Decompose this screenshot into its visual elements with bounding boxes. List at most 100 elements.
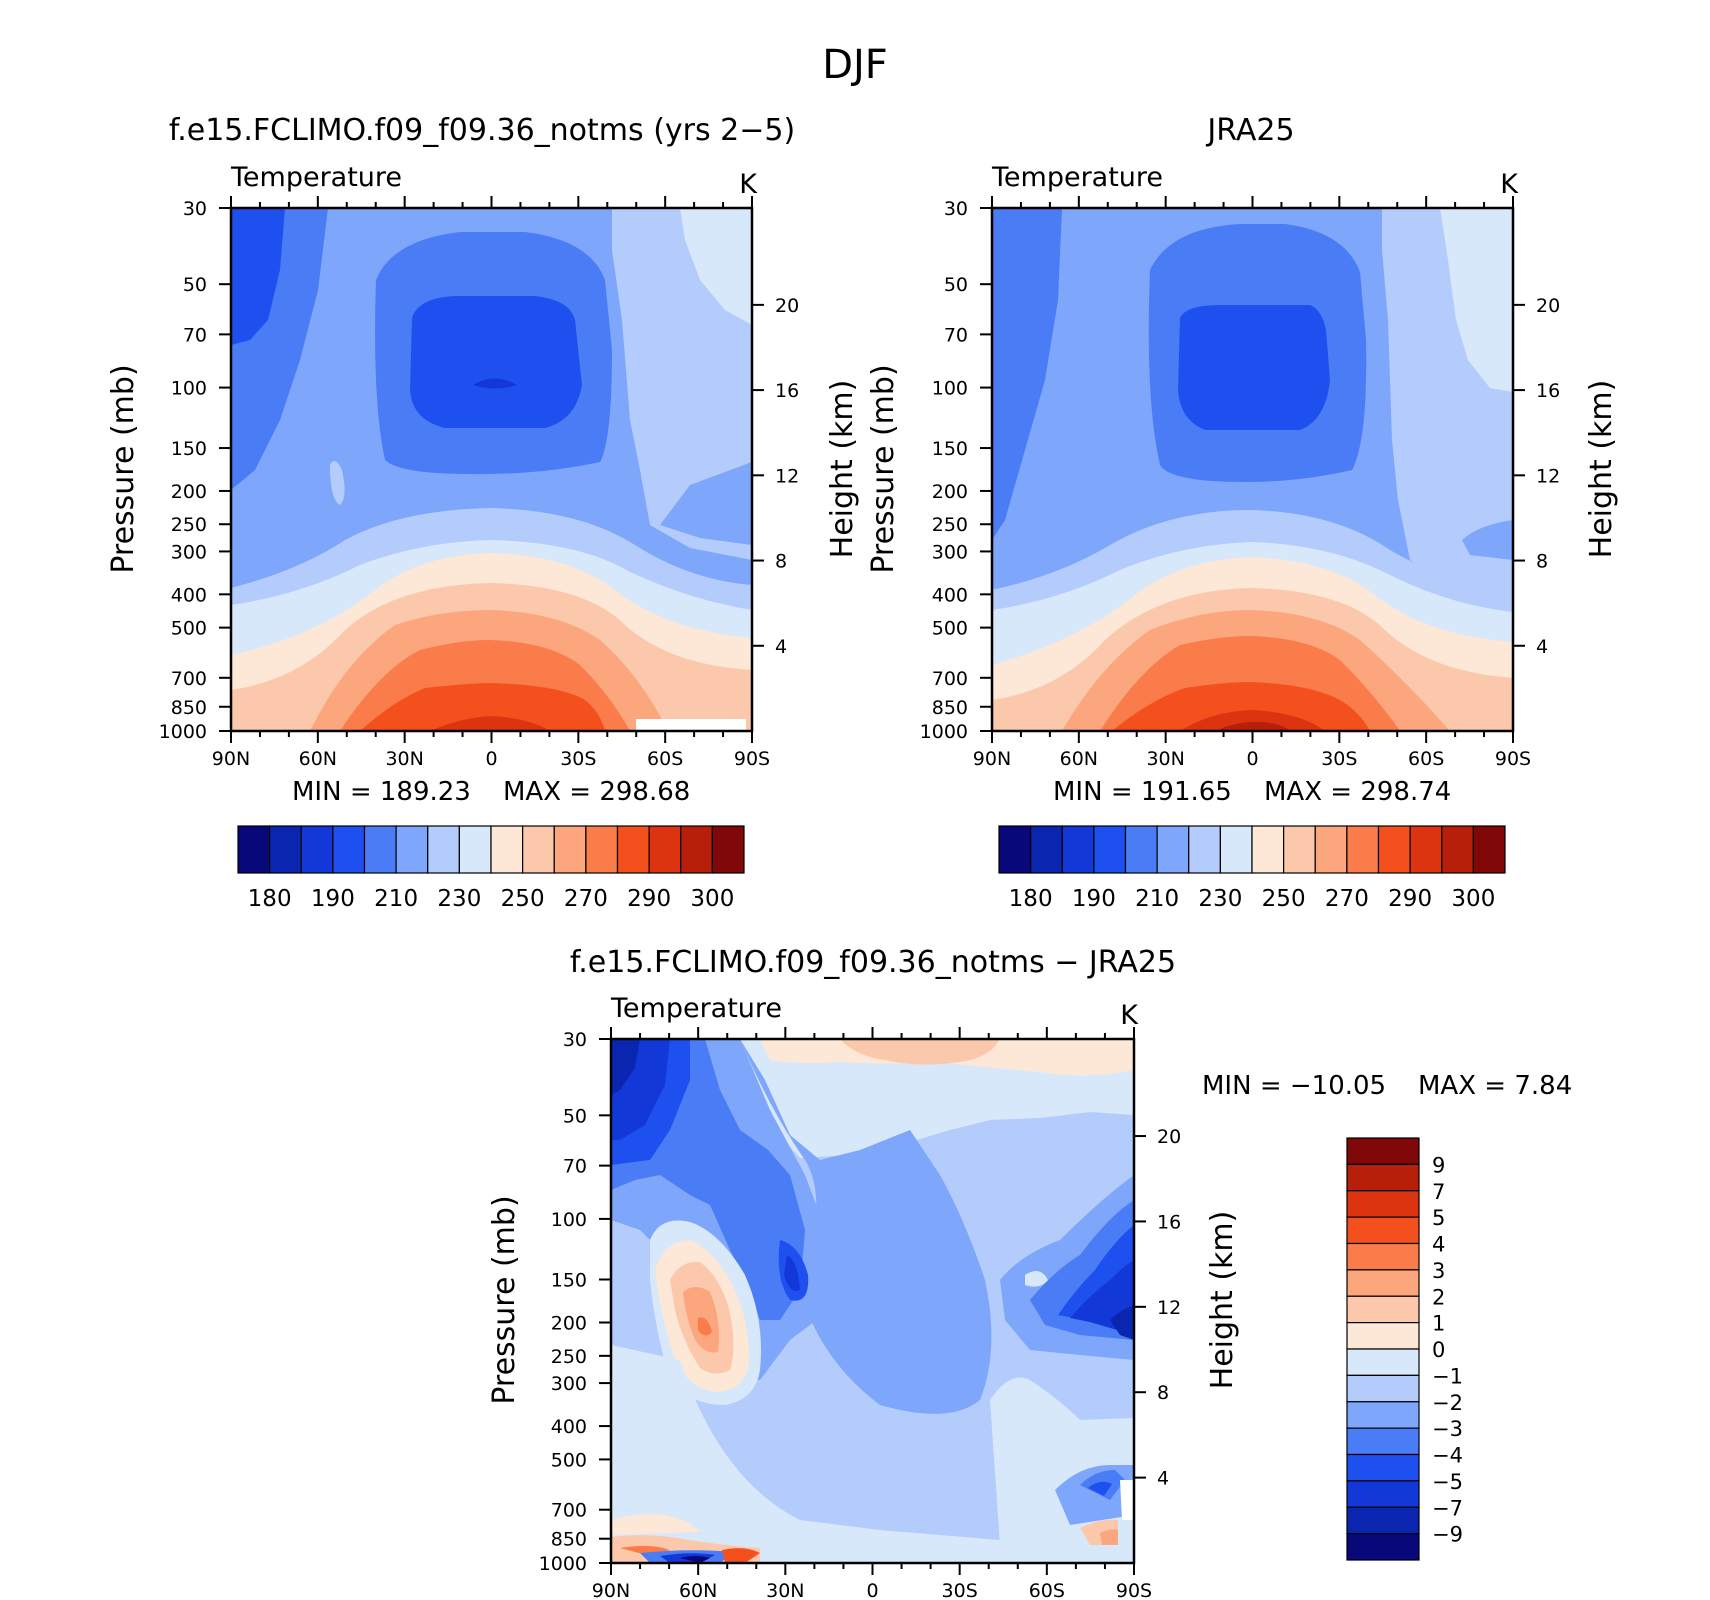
y-tick-label: 500 — [171, 618, 207, 640]
panel-2-subtitle-right: K — [1500, 169, 1519, 200]
y-tick-label: 1000 — [159, 721, 207, 743]
colorbar-label: 180 — [1009, 886, 1053, 912]
y-right-tick-label: 16 — [775, 380, 799, 402]
x-tick-label: 60S — [1408, 748, 1444, 770]
y-tick-label: 1000 — [539, 1553, 587, 1575]
colorbar-label: 180 — [248, 886, 292, 912]
colorbar-swatch — [1346, 1242, 1420, 1271]
colorbar-swatch — [998, 825, 1032, 874]
colorbar-label: 290 — [1388, 886, 1432, 912]
colorbar-label: 230 — [437, 886, 481, 912]
panel-3-max-label: MAX = 7.84 — [1418, 1071, 1572, 1101]
colorbar-label: −4 — [1432, 1444, 1463, 1468]
colorbar-swatch — [522, 825, 555, 874]
panel-2-ylabel-right: Height (km) — [1584, 380, 1619, 559]
colorbar-swatch — [1314, 825, 1348, 874]
colorbar-swatch — [1346, 825, 1380, 874]
y-tick-label: 70 — [563, 1156, 587, 1178]
x-tick-label: 0 — [485, 748, 497, 770]
x-tick-label: 60N — [1060, 748, 1098, 770]
y-tick-label: 300 — [171, 541, 207, 563]
y-tick-label: 500 — [551, 1449, 587, 1471]
y-tick-label: 400 — [171, 584, 207, 606]
y-tick-label: 250 — [171, 514, 207, 536]
y-tick-label: 700 — [171, 668, 207, 690]
y-right-tick-label: 20 — [1536, 295, 1560, 317]
x-tick-label: 30N — [385, 748, 423, 770]
y-tick-label: 850 — [551, 1529, 587, 1551]
y-right-tick-label: 8 — [775, 551, 787, 573]
y-tick-label: 1000 — [920, 721, 968, 743]
panel-1-subtitle-left: Temperature — [230, 162, 402, 193]
colorbar-swatch — [1472, 825, 1506, 874]
y-tick-label: 200 — [171, 481, 207, 503]
panel-1-contours — [231, 208, 752, 731]
y-right-tick-label: 16 — [1157, 1211, 1181, 1233]
y-right-tick-label: 12 — [775, 465, 799, 487]
colorbar-label: 7 — [1432, 1180, 1445, 1204]
x-tick-label: 60S — [1029, 1580, 1065, 1600]
colorbar-label: 2 — [1432, 1285, 1445, 1309]
y-tick-label: 150 — [171, 438, 207, 460]
colorbar-swatch — [585, 825, 619, 874]
panel-difference-temperature: f.e15.FCLIMO.f09_f09.36_notms − JRA25 Te… — [487, 945, 1572, 1600]
x-tick-label: 30N — [1146, 748, 1184, 770]
colorbar-swatch — [237, 825, 271, 874]
y-tick-label: 50 — [563, 1105, 587, 1127]
panel-2-ylabel: Pressure (mb) — [866, 364, 901, 573]
colorbar-label: 270 — [1325, 886, 1369, 912]
y-tick-label: 400 — [932, 584, 968, 606]
y-right-tick-label: 20 — [1157, 1126, 1181, 1148]
panel-reanalysis-temperature: JRA25 Temperature K 90N 60N 30N 0 30S 60S 90S 3… — [866, 113, 1619, 912]
y-tick-label: 50 — [944, 274, 968, 296]
panel-3-ylabel-right: Height (km) — [1205, 1211, 1240, 1390]
x-tick-label: 60S — [647, 748, 683, 770]
y-tick-label: 300 — [551, 1373, 587, 1395]
colorbar-label: 210 — [1135, 886, 1179, 912]
colorbar-swatch — [616, 825, 650, 874]
colorbar-swatch — [1346, 1533, 1420, 1561]
panel-1-title: f.e15.FCLIMO.f09_f09.36_notms (yrs 2−5) — [169, 113, 795, 148]
colorbar-label: 3 — [1432, 1259, 1445, 1283]
y-right-tick-label: 16 — [1536, 380, 1560, 402]
panel-3-min-label: MIN = −10.05 — [1202, 1071, 1386, 1101]
colorbar-label: 230 — [1198, 886, 1242, 912]
colorbar-swatch — [1377, 825, 1411, 874]
y-right-tick-label: 4 — [775, 636, 787, 658]
colorbar-swatch — [1346, 1137, 1420, 1165]
colorbar-swatch — [395, 825, 429, 874]
panel-2-subtitle-left: Temperature — [991, 162, 1163, 193]
y-tick-label: 250 — [932, 514, 968, 536]
y-tick-label: 200 — [932, 481, 968, 503]
panel-1-ylabel: Pressure (mb) — [106, 364, 141, 573]
colorbar-label: −5 — [1432, 1470, 1463, 1494]
x-tick-label: 90S — [1116, 1580, 1152, 1600]
colorbar-label: −1 — [1432, 1364, 1463, 1388]
colorbar-label: −9 — [1432, 1523, 1463, 1547]
colorbar-swatch — [300, 825, 334, 874]
colorbar-swatch — [458, 825, 492, 874]
y-right-tick-label: 4 — [1157, 1468, 1169, 1490]
colorbar-swatch — [1346, 1216, 1420, 1245]
x-tick-label: 60N — [679, 1580, 717, 1600]
x-tick-label: 90N — [212, 748, 250, 770]
panel-model-temperature: f.e15.FCLIMO.f09_f09.36_notms (yrs 2−5) … — [106, 113, 860, 912]
colorbar-swatch — [1188, 825, 1221, 874]
y-tick-label: 300 — [932, 541, 968, 563]
x-tick-label: 30N — [766, 1580, 804, 1600]
colorbar-swatch — [1346, 1374, 1420, 1403]
y-tick-label: 30 — [183, 198, 207, 220]
y-right-tick-label: 20 — [775, 295, 799, 317]
colorbar-label: 190 — [311, 886, 355, 912]
y-tick-label: 70 — [183, 324, 207, 346]
y-tick-label: 100 — [551, 1209, 587, 1231]
y-tick-label: 50 — [183, 274, 207, 296]
x-tick-label: 30S — [560, 748, 596, 770]
colorbar-swatch — [1346, 1480, 1420, 1508]
colorbar-swatch — [1093, 825, 1127, 874]
colorbar-swatch — [1346, 1427, 1420, 1456]
y-tick-label: 400 — [551, 1416, 587, 1438]
colorbar-label: −7 — [1432, 1496, 1463, 1520]
colorbar-swatch — [1346, 1269, 1420, 1297]
y-right-tick-label: 12 — [1157, 1297, 1181, 1319]
